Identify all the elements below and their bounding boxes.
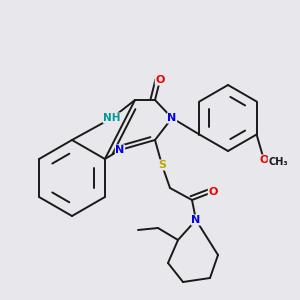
Text: NH: NH bbox=[103, 113, 121, 123]
Text: O: O bbox=[208, 187, 218, 197]
Text: S: S bbox=[158, 160, 166, 170]
Text: CH₃: CH₃ bbox=[268, 157, 288, 167]
Text: N: N bbox=[191, 215, 201, 225]
Text: N: N bbox=[116, 145, 124, 155]
Text: O: O bbox=[259, 155, 269, 165]
Text: O: O bbox=[155, 75, 165, 85]
Text: N: N bbox=[167, 113, 177, 123]
